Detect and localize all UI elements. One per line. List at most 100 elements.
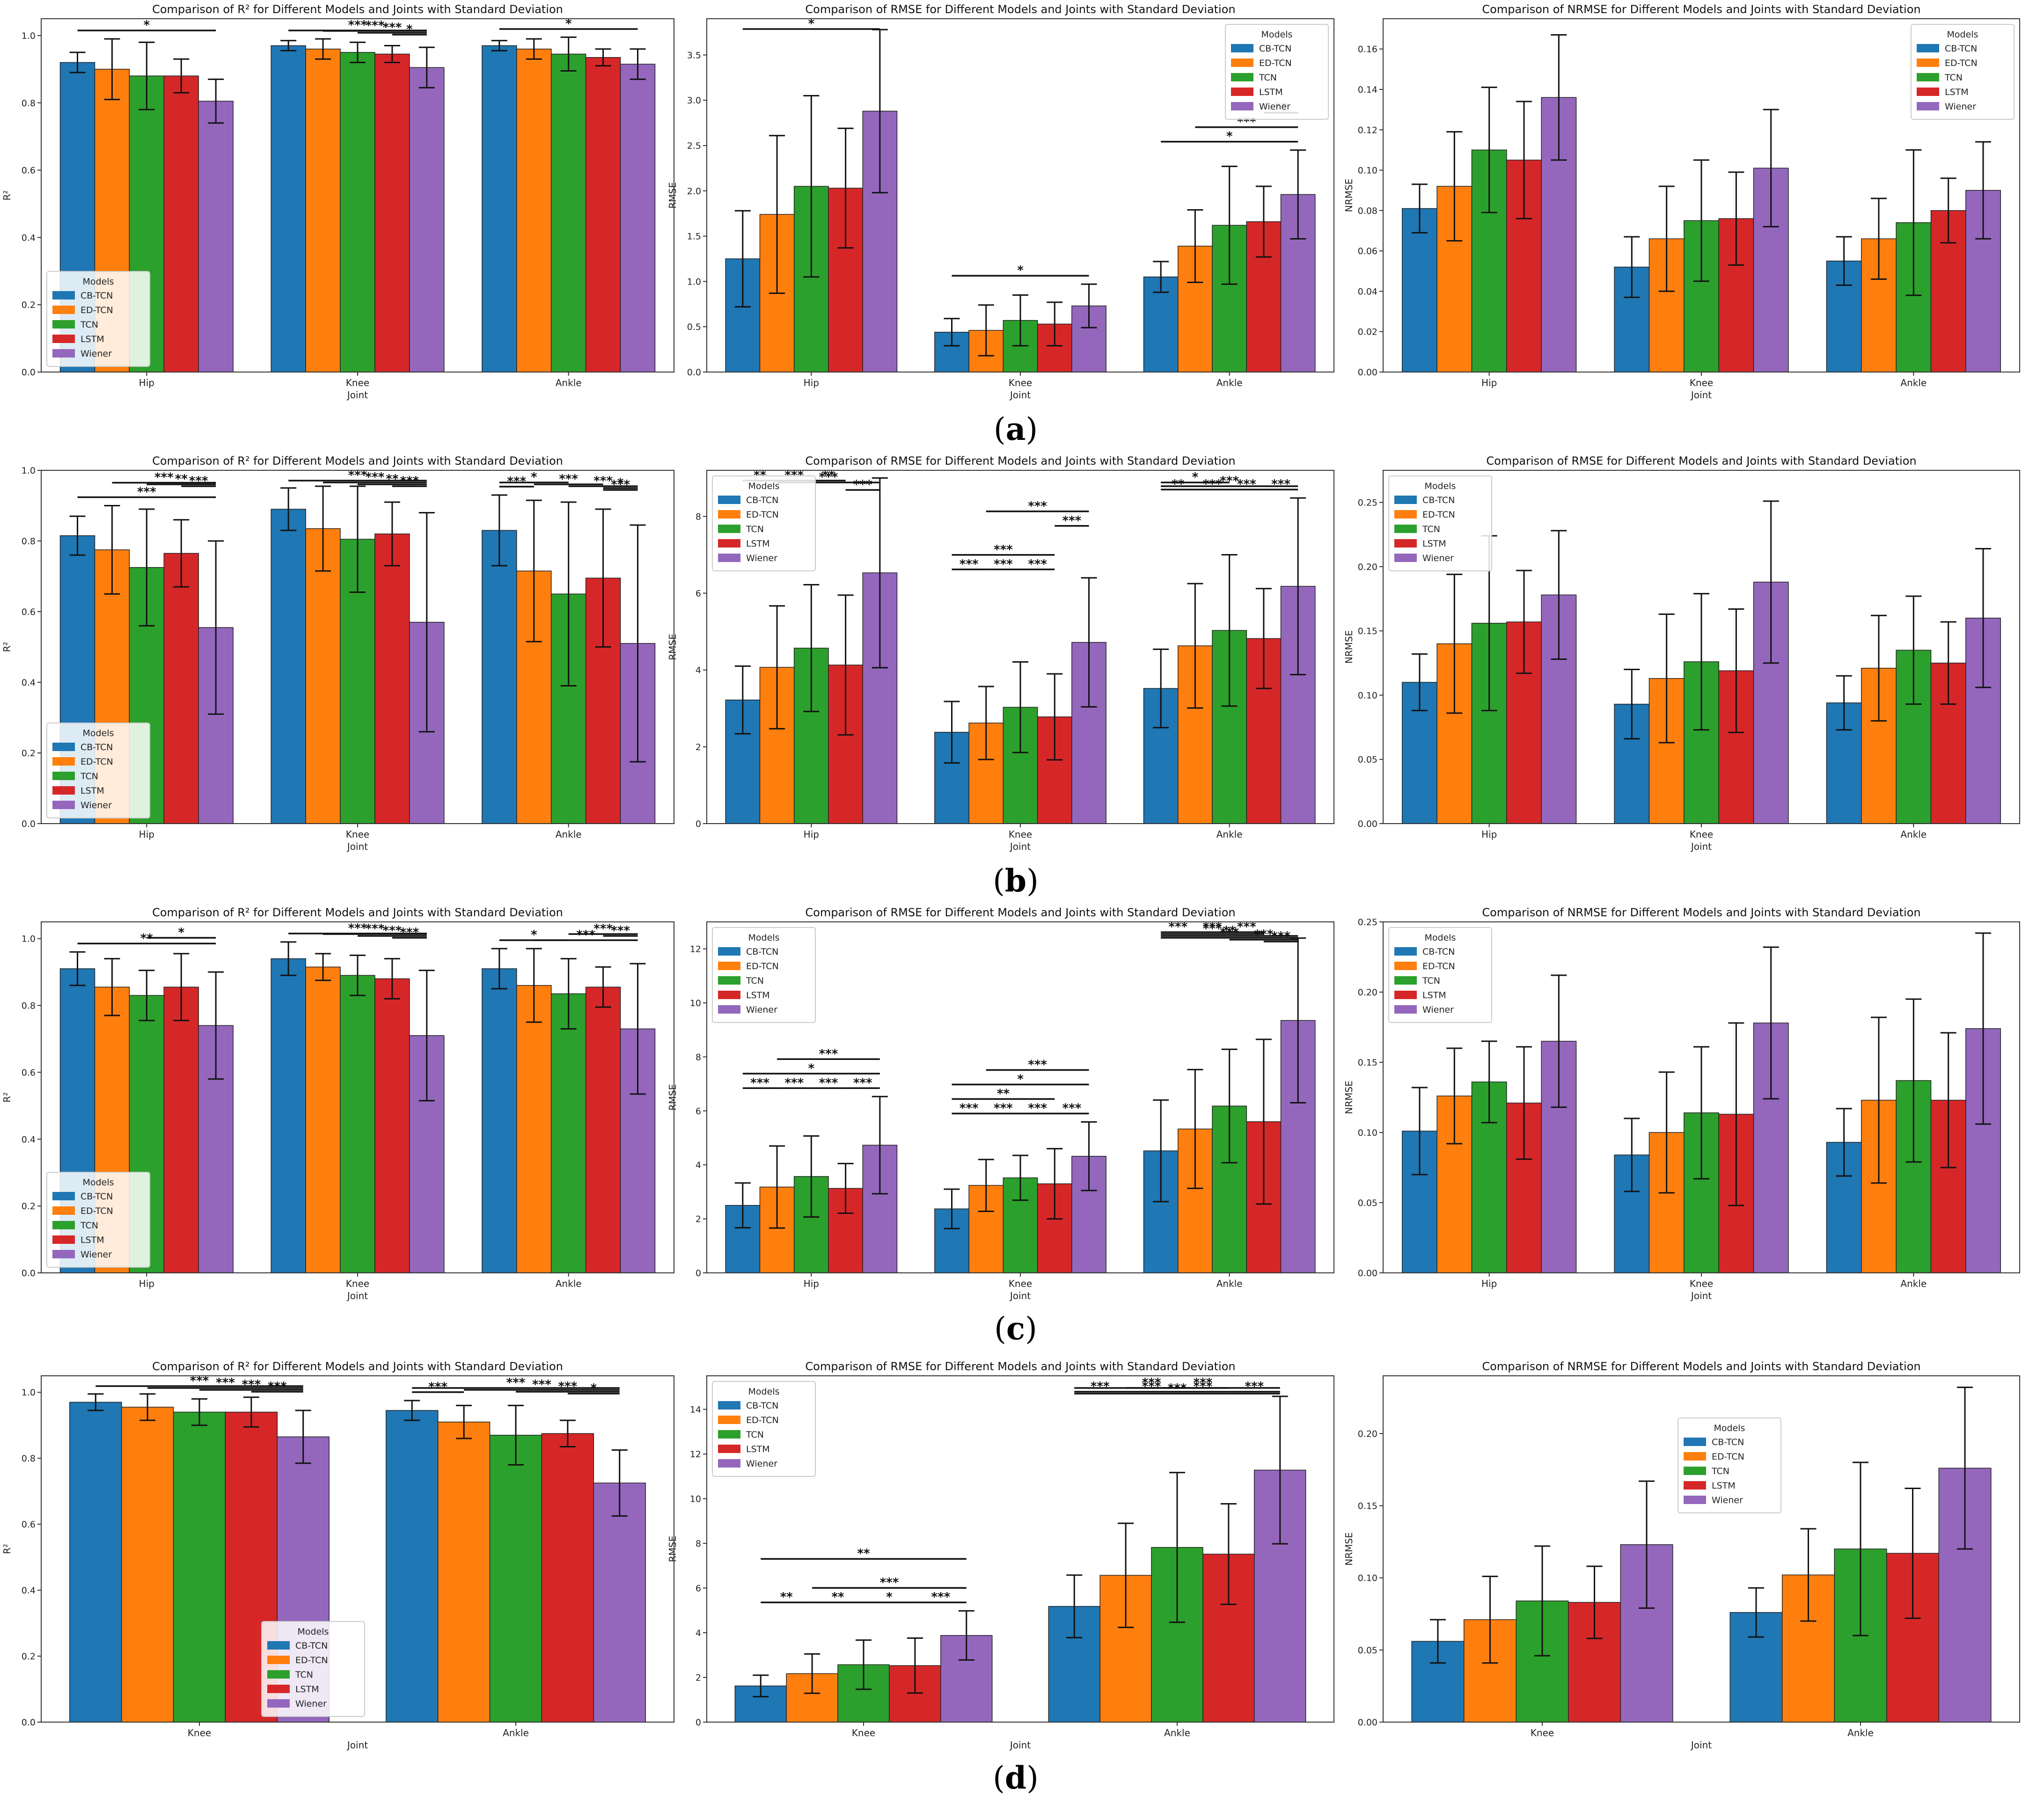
- y-tick-label: 1.0: [22, 934, 36, 944]
- legend-label-cb-tcn: CB-TCN: [746, 1401, 778, 1411]
- significance-label: ***: [366, 19, 385, 33]
- error-bar-cb-tcn-knee: [88, 1393, 104, 1411]
- error-bar-ed-tcn-hip: [769, 1145, 785, 1229]
- significance-label: ***: [853, 478, 872, 492]
- error-bar-ed-tcn-knee: [315, 485, 331, 572]
- significance-bracket: ***: [412, 1376, 620, 1390]
- legend-swatch-wiener: [52, 349, 75, 358]
- legend-swatch-cb-tcn: [52, 1192, 75, 1200]
- significance-bracket: ***: [952, 557, 986, 571]
- x-tick-label: Ankle: [1164, 1727, 1190, 1738]
- y-axis-label: RMSE: [667, 1536, 678, 1562]
- x-tick-label: Ankle: [1216, 829, 1243, 840]
- chart-8: Comparison of NRMSE for Different Models…: [1343, 906, 2020, 1301]
- x-tick-label: Ankle: [503, 1727, 529, 1738]
- bar-cb-tcn-knee: [271, 45, 306, 372]
- legend-swatch-ed-tcn: [1917, 58, 1939, 67]
- error-bar-lstm-hip: [173, 519, 190, 588]
- significance-bracket: ***: [181, 474, 216, 488]
- significance-label: **: [780, 1590, 793, 1604]
- legend-label-cb-tcn: CB-TCN: [81, 742, 113, 752]
- legend-label-wiener: Wiener: [81, 1249, 112, 1260]
- error-bar-tcn-knee: [1012, 294, 1028, 347]
- bar-tcn-knee: [340, 975, 375, 1273]
- error-bar-tcn-hip: [1481, 87, 1497, 213]
- y-tick-label: 0: [696, 819, 701, 829]
- chart-title: Comparison of RMSE for Different Models …: [1486, 454, 1916, 467]
- error-bar-wiener-knee: [1081, 577, 1097, 708]
- significance-label: ***: [137, 485, 156, 499]
- significance-label: ***: [819, 1076, 838, 1090]
- error-bar-ed-tcn-ankle: [526, 499, 542, 643]
- error-bar-tcn-ankle: [1221, 554, 1238, 707]
- x-tick-label: Knee: [346, 1278, 369, 1289]
- error-bar-ed-tcn-knee: [1658, 613, 1675, 744]
- legend: Models CB-TCN ED-TCN TCN LSTM Wiener: [1678, 1417, 1781, 1513]
- significance-label: ***: [507, 475, 526, 489]
- bar-cb-tcn-knee: [69, 1402, 122, 1723]
- significance-bracket: ***: [777, 1047, 880, 1061]
- error-bar-tcn-ankle: [560, 958, 577, 1030]
- legend-swatch-wiener: [1917, 102, 1939, 110]
- legend-swatch-tcn: [1394, 525, 1417, 533]
- legend-title: Models: [748, 1387, 780, 1397]
- bar-wiener-hip: [198, 101, 234, 372]
- y-tick-label: 0.10: [1358, 1573, 1377, 1584]
- significance-bracket: *: [147, 926, 216, 940]
- x-tick-label: Ankle: [1900, 1278, 1927, 1289]
- y-axis-label: RMSE: [667, 1084, 678, 1110]
- legend-swatch-cb-tcn: [1394, 947, 1417, 956]
- legend-swatch-lstm: [1684, 1481, 1706, 1490]
- x-tick-label: Ankle: [1216, 1278, 1243, 1289]
- significance-label: *: [808, 1061, 815, 1075]
- y-tick-label: 0.20: [1358, 562, 1377, 572]
- significance-label: ***: [558, 1380, 577, 1394]
- bar-wiener-ankle: [620, 64, 656, 372]
- x-tick-label: Hip: [1481, 1278, 1497, 1289]
- error-bar-ed-tcn-ankle: [526, 38, 542, 60]
- y-tick-label: 0.25: [1358, 917, 1377, 928]
- significance-bracket: ***: [534, 928, 638, 942]
- y-tick-label: 0.05: [1358, 755, 1377, 765]
- error-bar-ed-tcn-ankle: [1187, 583, 1203, 709]
- significance-bracket: ***: [1020, 557, 1055, 571]
- legend-swatch-lstm: [718, 539, 740, 548]
- chart-title: Comparison of RMSE for Different Models …: [805, 906, 1235, 919]
- significance-label: *: [886, 1590, 893, 1604]
- error-bar-ed-tcn-hip: [1446, 573, 1463, 714]
- significance-bracket: *: [1161, 130, 1298, 144]
- y-tick-label: 0.06: [1358, 246, 1377, 256]
- error-bar-ed-tcn-knee: [978, 304, 994, 357]
- x-tick-label: Knee: [1690, 829, 1713, 840]
- error-bar-wiener-hip: [208, 971, 224, 1080]
- chart-title: Comparison of NRMSE for Different Models…: [1482, 3, 1920, 16]
- x-tick-label: Hip: [804, 377, 819, 388]
- chart-0: Comparison of R² for Different Models an…: [1, 3, 674, 401]
- bar-lstm-knee: [374, 978, 410, 1273]
- error-bar-tcn-knee: [1693, 1046, 1709, 1180]
- significance-label: ***: [189, 474, 208, 488]
- error-bar-wiener-knee: [418, 970, 435, 1102]
- error-bar-cb-tcn-knee: [280, 941, 297, 976]
- significance-bracket: ***: [516, 1380, 620, 1394]
- error-bar-cb-tcn-ankle: [1836, 236, 1852, 286]
- legend-label-cb-tcn: CB-TCN: [1422, 947, 1455, 957]
- legend: Models CB-TCN ED-TCN TCN LSTM Wiener: [712, 475, 816, 571]
- significance-bracket: ***: [499, 475, 534, 489]
- y-axis-label: RMSE: [667, 634, 678, 660]
- significance-label: ***: [1028, 1102, 1047, 1116]
- error-bar-wiener-knee: [1081, 1121, 1097, 1191]
- error-bar-ed-tcn-ankle: [1187, 1069, 1203, 1189]
- significance-bracket: ***: [412, 1380, 464, 1394]
- significance-bracket: ***: [1263, 929, 1298, 943]
- significance-label: ***: [1203, 922, 1222, 936]
- legend-swatch-ed-tcn: [718, 962, 740, 970]
- error-bar-ed-tcn-knee: [139, 1393, 156, 1421]
- significance-label: *: [531, 470, 537, 484]
- significance-label: ***: [383, 21, 402, 35]
- legend-swatch-lstm: [52, 786, 75, 795]
- y-tick-label: 4: [696, 1160, 701, 1170]
- chart-title: Comparison of RMSE for Different Models …: [805, 3, 1235, 16]
- x-tick-label: Knee: [1690, 1278, 1713, 1289]
- significance-bracket: ***: [251, 1380, 303, 1394]
